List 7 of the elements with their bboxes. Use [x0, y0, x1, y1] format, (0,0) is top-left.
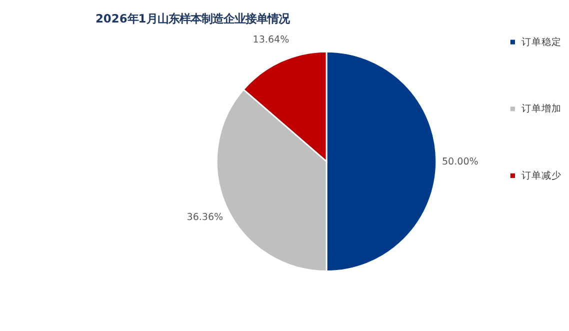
- data-label: 50.00%: [442, 156, 478, 168]
- legend-label: 订单稳定: [521, 36, 562, 48]
- legend-label: 订单增加: [521, 102, 562, 115]
- data-label: 36.36%: [186, 212, 224, 223]
- data-label: 13.64%: [252, 34, 290, 46]
- legend-label: 订单减少: [521, 170, 562, 182]
- chart-title: 2026年1月山东样本制造企业接单情况: [95, 12, 290, 26]
